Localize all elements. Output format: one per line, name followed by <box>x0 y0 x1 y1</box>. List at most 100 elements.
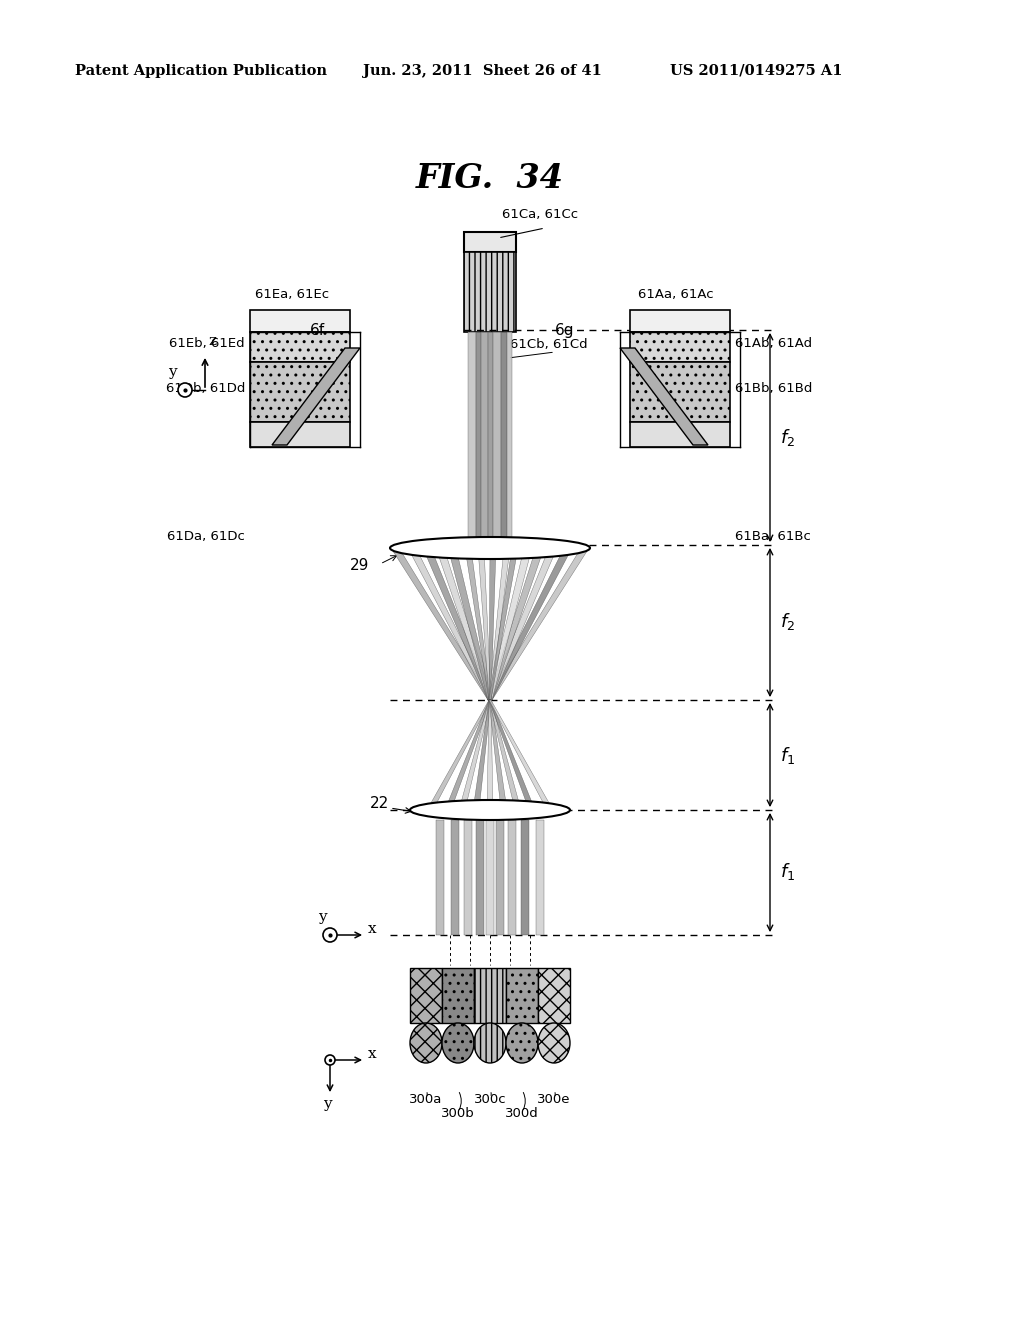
Text: y: y <box>323 1097 332 1111</box>
Polygon shape <box>408 548 492 700</box>
Polygon shape <box>489 700 535 810</box>
Bar <box>630 333 730 362</box>
Text: 300e: 300e <box>538 1093 570 1106</box>
Bar <box>474 968 506 1023</box>
Polygon shape <box>487 700 493 810</box>
Text: 29: 29 <box>350 558 370 573</box>
Polygon shape <box>445 700 490 810</box>
Polygon shape <box>489 548 518 700</box>
Text: 300a: 300a <box>410 1093 442 1106</box>
Polygon shape <box>423 548 492 700</box>
Text: $f_1$: $f_1$ <box>780 744 796 766</box>
Bar <box>442 968 474 1023</box>
Text: $f_2$: $f_2$ <box>780 611 795 632</box>
Text: 61Ea, 61Ec: 61Ea, 61Ec <box>255 288 329 301</box>
Text: FIG.  34: FIG. 34 <box>416 162 564 195</box>
Ellipse shape <box>538 1023 570 1063</box>
Text: 6f: 6f <box>310 323 326 338</box>
Bar <box>410 968 442 1023</box>
Polygon shape <box>620 348 708 445</box>
Text: x: x <box>368 1047 377 1061</box>
Circle shape <box>323 928 337 942</box>
Text: y: y <box>168 366 177 379</box>
Text: Jun. 23, 2011  Sheet 26 of 41: Jun. 23, 2011 Sheet 26 of 41 <box>362 63 602 78</box>
Polygon shape <box>488 548 544 700</box>
Bar <box>481 333 488 546</box>
Text: $f_2$: $f_2$ <box>780 426 795 447</box>
Bar <box>250 310 350 333</box>
Bar <box>250 333 350 362</box>
Polygon shape <box>449 548 492 700</box>
Bar <box>493 333 501 546</box>
Text: 61Ca, 61Cc: 61Ca, 61Cc <box>502 209 579 220</box>
Polygon shape <box>436 820 444 935</box>
Polygon shape <box>464 820 472 935</box>
Text: 22: 22 <box>370 796 389 810</box>
Polygon shape <box>488 548 572 700</box>
Polygon shape <box>489 700 553 810</box>
Polygon shape <box>488 548 557 700</box>
Polygon shape <box>486 820 494 935</box>
Polygon shape <box>391 548 492 700</box>
Polygon shape <box>436 548 492 700</box>
Polygon shape <box>272 348 360 445</box>
Polygon shape <box>496 820 504 935</box>
Polygon shape <box>521 820 529 935</box>
Text: 61Bb, 61Bd: 61Bb, 61Bd <box>735 381 812 395</box>
Text: 300c: 300c <box>474 1093 506 1106</box>
Circle shape <box>325 1055 335 1065</box>
Text: x: x <box>368 921 377 936</box>
Polygon shape <box>465 548 490 700</box>
Ellipse shape <box>506 1023 538 1063</box>
Bar <box>506 968 538 1023</box>
Text: 61Ba, 61Bc: 61Ba, 61Bc <box>735 531 811 543</box>
Bar <box>250 362 350 422</box>
Ellipse shape <box>442 1023 474 1063</box>
Polygon shape <box>427 700 490 810</box>
Polygon shape <box>508 820 516 935</box>
Polygon shape <box>489 700 507 810</box>
Bar <box>507 333 512 546</box>
Polygon shape <box>489 548 510 700</box>
Text: 300d: 300d <box>505 1107 539 1119</box>
Text: 61Cb, 61Cd: 61Cb, 61Cd <box>510 338 588 351</box>
Bar <box>630 422 730 447</box>
Text: 61Db, 61Dd: 61Db, 61Dd <box>166 381 245 395</box>
Polygon shape <box>459 700 490 810</box>
Polygon shape <box>476 820 484 935</box>
Text: 61Da, 61Dc: 61Da, 61Dc <box>167 531 245 543</box>
Bar <box>468 333 476 546</box>
Bar <box>250 422 350 447</box>
Ellipse shape <box>474 1023 506 1063</box>
Text: $f_1$: $f_1$ <box>780 862 796 883</box>
Bar <box>488 333 493 546</box>
Polygon shape <box>489 548 496 700</box>
Text: z: z <box>208 334 216 348</box>
Ellipse shape <box>410 1023 442 1063</box>
Bar <box>464 252 516 333</box>
Bar <box>630 310 730 333</box>
Text: Patent Application Publication: Patent Application Publication <box>75 63 327 78</box>
Text: 6g: 6g <box>555 323 574 338</box>
Text: US 2011/0149275 A1: US 2011/0149275 A1 <box>670 63 843 78</box>
Text: 61Eb, 61Ed: 61Eb, 61Ed <box>169 337 245 350</box>
Polygon shape <box>488 548 589 700</box>
Polygon shape <box>536 820 544 935</box>
Text: 300b: 300b <box>441 1107 475 1119</box>
Bar <box>538 968 570 1023</box>
Text: y: y <box>317 909 327 924</box>
Ellipse shape <box>410 800 570 820</box>
Polygon shape <box>488 548 532 700</box>
Bar <box>464 232 516 252</box>
Text: 61Ab, 61Ad: 61Ab, 61Ad <box>735 337 812 350</box>
Polygon shape <box>478 548 490 700</box>
Circle shape <box>178 383 193 397</box>
Polygon shape <box>489 700 521 810</box>
Text: 61Aa, 61Ac: 61Aa, 61Ac <box>638 288 714 301</box>
Bar <box>630 362 730 422</box>
Polygon shape <box>451 820 459 935</box>
Polygon shape <box>473 700 490 810</box>
Bar <box>501 333 507 546</box>
Ellipse shape <box>390 537 590 558</box>
Bar <box>476 333 481 546</box>
